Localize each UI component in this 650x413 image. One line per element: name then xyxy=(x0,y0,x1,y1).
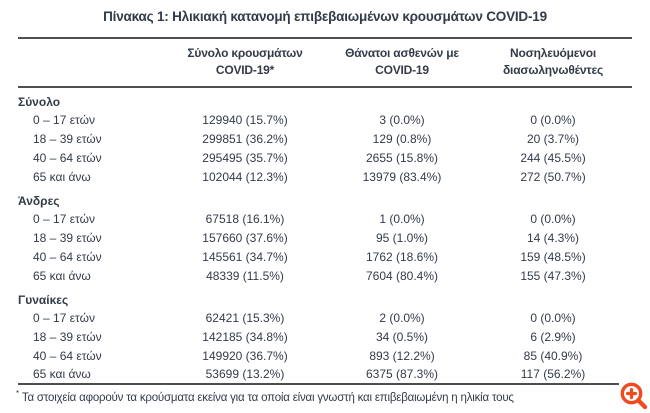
intubated-cell: 117 (56.2%) xyxy=(520,367,586,381)
age-label-cell: 40 – 64 ετών xyxy=(33,348,102,363)
age-label-cell: 0 – 17 ετών xyxy=(33,211,95,226)
table-row: 65 και άνω 102044 (12.3%) 13979 (83.4%) … xyxy=(18,167,632,186)
table-row: 40 – 64 ετών 149920 (36.7%) 893 (12.2%) … xyxy=(18,346,632,365)
cases-cell: 67518 (16.1%) xyxy=(205,211,285,226)
age-label-cell: 0 – 17 ετών xyxy=(33,112,95,127)
deaths-cell: 2655 (15.8%) xyxy=(365,150,439,165)
section-row-men: Άνδρες xyxy=(18,186,632,209)
intubated-cell: 155 (47.3%) xyxy=(520,268,586,283)
deaths-cell: 7604 (80.4%) xyxy=(365,268,439,283)
intubated-cell: 272 (50.7%) xyxy=(520,169,586,184)
table-row: 40 – 64 ετών 145561 (34.7%) 1762 (18.6%)… xyxy=(18,247,632,266)
deaths-cell: 34 (0.5%) xyxy=(375,329,429,344)
intubated-cell: 20 (3.7%) xyxy=(526,131,580,146)
table-row: 18 – 39 ετών 142185 (34.8%) 34 (0.5%) 6 … xyxy=(18,327,632,346)
cases-cell: 53699 (13.2%) xyxy=(205,367,285,381)
section-label: Γυναίκες xyxy=(18,292,69,307)
table-row: 65 και άνω 53699 (13.2%) 6375 (87.3%) 11… xyxy=(18,365,632,384)
cases-cell: 142185 (34.8%) xyxy=(202,329,288,344)
section-row-total: Σύνολο xyxy=(18,87,632,110)
section-label: Σύνολο xyxy=(18,95,61,109)
age-label-cell: 18 – 39 ετών xyxy=(33,131,102,146)
deaths-cell: 95 (1.0%) xyxy=(375,230,429,245)
deaths-cell: 1 (0.0%) xyxy=(379,211,425,226)
table-row: 65 και άνω 48339 (11.5%) 7604 (80.4%) 15… xyxy=(18,266,632,285)
age-label-cell: 65 και άνω xyxy=(33,169,91,184)
col-header-line: Θάνατοι ασθενών με xyxy=(345,46,459,60)
intubated-cell: 14 (4.3%) xyxy=(526,230,580,245)
footnote: * Τα στοιχεία αφορούν τα κρούσματα εκείνα… xyxy=(16,389,650,404)
intubated-cell: 244 (45.5%) xyxy=(520,150,586,165)
age-label-cell: 40 – 64 ετών xyxy=(33,150,102,165)
deaths-cell: 1762 (18.6%) xyxy=(365,249,439,264)
table-row: 0 – 17 ετών 67518 (16.1%) 1 (0.0%) 0 (0.… xyxy=(18,209,632,228)
col-header-line: διασωληνωθέντες xyxy=(502,63,603,77)
table-row: 18 – 39 ετών 299851 (36.2%) 129 (0.8%) 2… xyxy=(18,129,632,148)
intubated-cell: 159 (48.5%) xyxy=(520,249,586,264)
table-row: 0 – 17 ετών 129940 (15.7%) 3 (0.0%) 0 (0… xyxy=(18,110,632,129)
age-label-cell: 18 – 39 ετών xyxy=(33,230,102,245)
cases-cell: 48339 (11.5%) xyxy=(206,268,284,283)
age-label-cell: 65 και άνω xyxy=(33,268,91,283)
deaths-cell: 129 (0.8%) xyxy=(372,131,432,146)
col-header-line: COVID-19* xyxy=(215,63,275,77)
cases-cell: 299851 (36.2%) xyxy=(202,131,288,146)
table-row: 18 – 39 ετών 157660 (37.6%) 95 (1.0%) 14… xyxy=(18,228,632,247)
intubated-cell: 85 (40.9%) xyxy=(523,348,583,363)
col-header-line: Νοσηλευόμενοι xyxy=(510,46,596,60)
age-label-cell: 0 – 17 ετών xyxy=(33,310,95,325)
intubated-cell: 0 (0.0%) xyxy=(530,112,576,127)
age-label-cell: 65 και άνω xyxy=(33,367,91,381)
cases-cell: 295495 (35.7%) xyxy=(202,150,288,165)
intubated-cell: 0 (0.0%) xyxy=(530,211,576,226)
col-header-line: Σύνολο κρουσμάτων xyxy=(187,46,303,60)
age-label-cell: 18 – 39 ετών xyxy=(33,329,102,344)
table-row: 0 – 17 ετών 62421 (15.3%) 2 (0.0%) 0 (0.… xyxy=(18,308,632,327)
col-header-line: COVID-19 xyxy=(375,63,429,77)
col-header-total-cases: Σύνολο κρουσμάτων COVID-19* xyxy=(160,38,330,87)
cases-cell: 129940 (15.7%) xyxy=(202,112,288,127)
deaths-cell: 3 (0.0%) xyxy=(379,112,425,127)
col-header-intubated: Νοσηλευόμενοι διασωληνωθέντες xyxy=(474,38,632,87)
section-label: Άνδρες xyxy=(18,193,60,208)
deaths-cell: 6375 (87.3%) xyxy=(365,367,439,381)
zoom-in-icon[interactable] xyxy=(619,381,649,411)
col-header-empty xyxy=(18,38,160,87)
cases-cell: 102044 (12.3%) xyxy=(202,169,288,184)
cases-cell: 149920 (36.7%) xyxy=(202,348,288,363)
table-title: Πίνακας 1: Ηλικιακή κατανομή επιβεβαιωμέ… xyxy=(103,9,547,24)
age-label-cell: 40 – 64 ετών xyxy=(33,249,102,264)
cases-cell: 157660 (37.6%) xyxy=(202,230,288,245)
intubated-cell: 6 (2.9%) xyxy=(530,329,576,344)
section-row-women: Γυναίκες xyxy=(18,285,632,308)
col-header-deaths: Θάνατοι ασθενών με COVID-19 xyxy=(330,38,474,87)
table-row: 40 – 64 ετών 295495 (35.7%) 2655 (15.8%)… xyxy=(18,148,632,167)
cases-cell: 62421 (15.3%) xyxy=(205,310,285,325)
header-row: Σύνολο κρουσμάτων COVID-19* Θάνατοι ασθε… xyxy=(18,38,632,87)
cases-cell: 145561 (34.7%) xyxy=(202,249,288,264)
intubated-cell: 0 (0.0%) xyxy=(530,310,576,325)
deaths-cell: 13979 (83.4%) xyxy=(362,169,442,184)
deaths-cell: 2 (0.0%) xyxy=(379,310,425,325)
covid-age-distribution-table: Σύνολο κρουσμάτων COVID-19* Θάνατοι ασθε… xyxy=(18,37,632,385)
footnote-text: Τα στοιχεία αφορούν τα κρούσματα εκείνα … xyxy=(21,391,514,404)
deaths-cell: 893 (12.2%) xyxy=(369,348,435,363)
footnote-marker: * xyxy=(16,389,19,398)
